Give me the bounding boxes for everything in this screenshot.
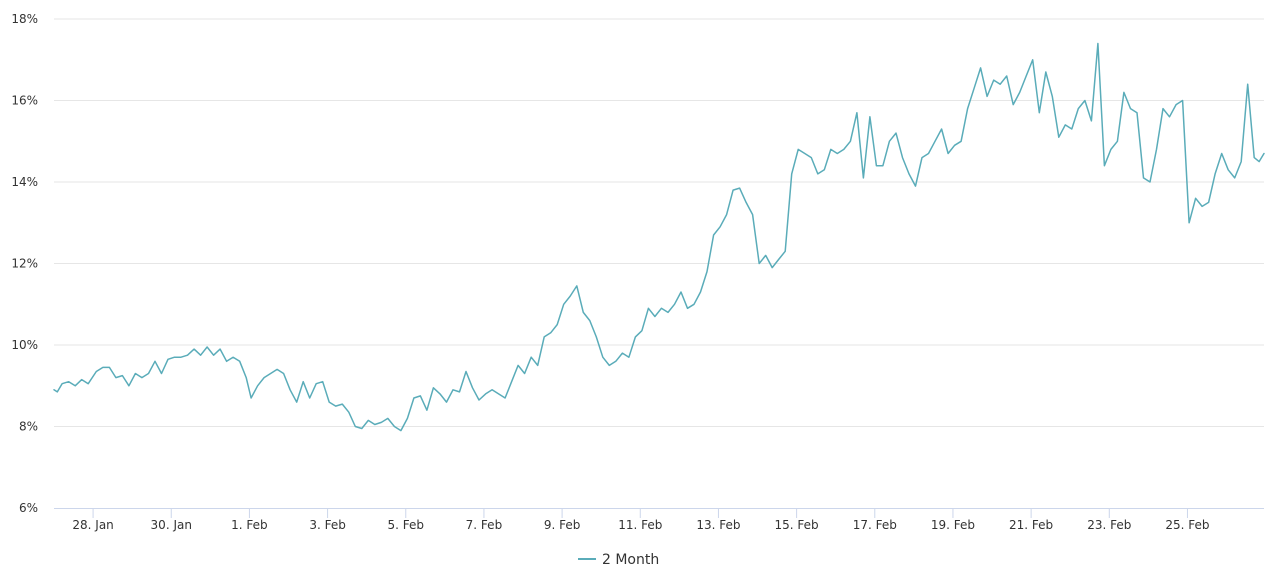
y-axis-ticks: 6% 8% 10% 12% 14% 16% 18% <box>11 12 38 515</box>
x-tick-label: 13. Feb <box>696 518 740 532</box>
x-tick-label: 17. Feb <box>853 518 897 532</box>
x-tick-label: 7. Feb <box>466 518 503 532</box>
x-tick-label: 28. Jan <box>72 518 113 532</box>
x-tick-label: 21. Feb <box>1009 518 1053 532</box>
legend-label-2-month: 2 Month <box>602 552 659 568</box>
x-tick-label: 19. Feb <box>931 518 975 532</box>
y-tick-label: 14% <box>11 175 38 189</box>
x-axis: 28. Jan 30. Jan 1. Feb 3. Feb 5. Feb 7. Feb 9.… <box>54 508 1264 532</box>
x-tick-label: 25. Feb <box>1165 518 1209 532</box>
x-tick-label: 5. Feb <box>388 518 425 532</box>
series-group[interactable] <box>53 42 1265 432</box>
x-tick-label: 30. Jan <box>151 518 192 532</box>
y-tick-label: 12% <box>11 257 38 271</box>
x-tick-label: 9. Feb <box>544 518 581 532</box>
y-tick-label: 16% <box>11 94 38 108</box>
x-tick-label: 11. Feb <box>618 518 662 532</box>
x-tick-label: 23. Feb <box>1087 518 1131 532</box>
y-tick-label: 6% <box>19 501 38 515</box>
y-tick-label: 18% <box>11 12 38 26</box>
y-tick-label: 10% <box>11 338 38 352</box>
legend[interactable]: 2 Month <box>578 552 659 568</box>
x-tick-label: 15. Feb <box>775 518 819 532</box>
y-tick-label: 8% <box>19 420 38 434</box>
x-tick-label: 3. Feb <box>309 518 346 532</box>
x-tick-label: 1. Feb <box>231 518 268 532</box>
y-gridlines <box>54 18 1264 427</box>
series-line-2-month[interactable] <box>53 42 1265 432</box>
